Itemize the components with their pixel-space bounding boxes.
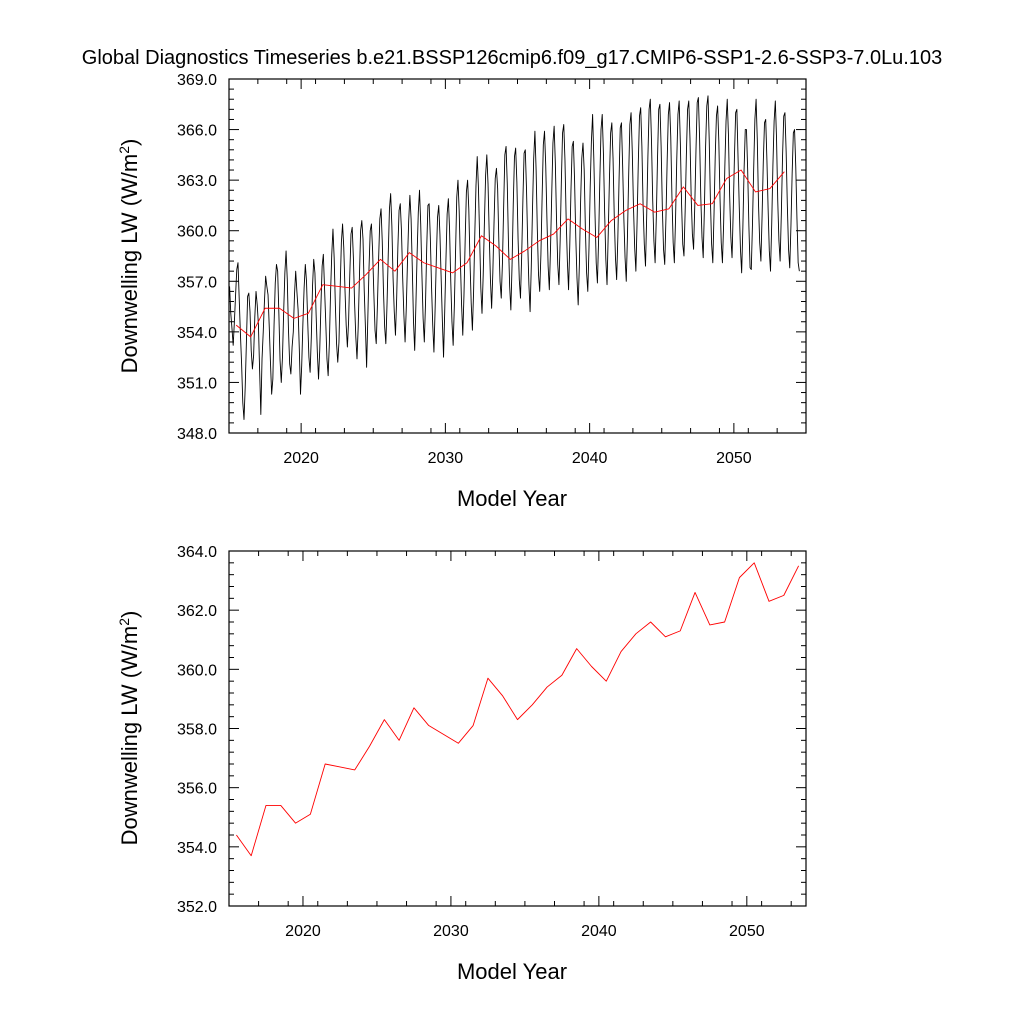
y-tick-label: 352.0 (177, 899, 217, 916)
y-tick-label: 354.0 (177, 325, 217, 342)
x-tick-label: 2030 (428, 450, 464, 467)
bottom-x-axis: 2020 2030 2040 2050 (228, 551, 792, 940)
y-tick-label: 351.0 (177, 375, 217, 392)
x-tick-label: 2040 (572, 450, 608, 467)
bottom-x-axis-title: Model Year (457, 959, 567, 984)
figure-title: Global Diagnostics Timeseries b.e21.BSSP… (82, 47, 942, 69)
top-y-axis-title: Downwelling LW (W/m2) (116, 139, 142, 374)
top-y-axis-title-base: Downwelling LW (W/m (117, 154, 142, 374)
y-tick-label: 357.0 (177, 274, 217, 291)
top-y-axis-title-sup: 2 (116, 146, 132, 154)
x-tick-label: 2050 (729, 923, 765, 940)
plot-frame (228, 550, 807, 907)
plot-frame (228, 78, 807, 434)
x-tick-label: 2030 (433, 923, 469, 940)
top-y-axis: 348.0 351.0 354.0 357.0 360.0 363.0 366.0 369.0 (177, 72, 806, 443)
bottom-plot-area (228, 550, 807, 907)
x-tick-label: 2020 (283, 450, 319, 467)
annual-mean-series-line (235, 169, 785, 338)
y-tick-label: 360.0 (177, 224, 217, 241)
annual-mean-series-line (236, 562, 800, 857)
y-tick-label: 364.0 (177, 544, 217, 561)
top-timeseries-panel: 2020 2030 2040 2050 348.0 351.0 354.0 357.0 360… (116, 72, 807, 511)
y-tick-label: 358.0 (177, 722, 217, 739)
bottom-y-axis-title-close: ) (117, 611, 142, 618)
y-tick-label: 356.0 (177, 781, 217, 798)
y-tick-label: 354.0 (177, 840, 217, 857)
top-y-axis-title-close: ) (117, 139, 142, 146)
y-tick-label: 366.0 (177, 123, 217, 140)
monthly-series-line (229, 95, 800, 420)
top-x-axis-title: Model Year (457, 486, 567, 511)
y-tick-label: 362.0 (177, 603, 217, 620)
top-plot-area (228, 78, 807, 434)
bottom-y-axis-title: Downwelling LW (W/m2) (116, 611, 142, 846)
bottom-y-axis: 352.0 354.0 356.0 358.0 360.0 362.0 364.0 (177, 544, 806, 916)
y-tick-label: 369.0 (177, 72, 217, 89)
y-tick-label: 363.0 (177, 173, 217, 190)
x-tick-label: 2050 (716, 450, 752, 467)
bottom-annual-panel: 2020 2030 2040 2050 352.0 354.0 356.0 358.0 360… (116, 544, 807, 984)
bottom-y-axis-title-base: Downwelling LW (W/m (117, 626, 142, 846)
y-tick-label: 360.0 (177, 662, 217, 679)
bottom-y-axis-title-sup: 2 (116, 618, 132, 626)
x-tick-label: 2040 (581, 923, 617, 940)
y-tick-label: 348.0 (177, 426, 217, 443)
top-x-axis: 2020 2030 2040 2050 (228, 79, 807, 467)
x-tick-label: 2020 (285, 923, 321, 940)
